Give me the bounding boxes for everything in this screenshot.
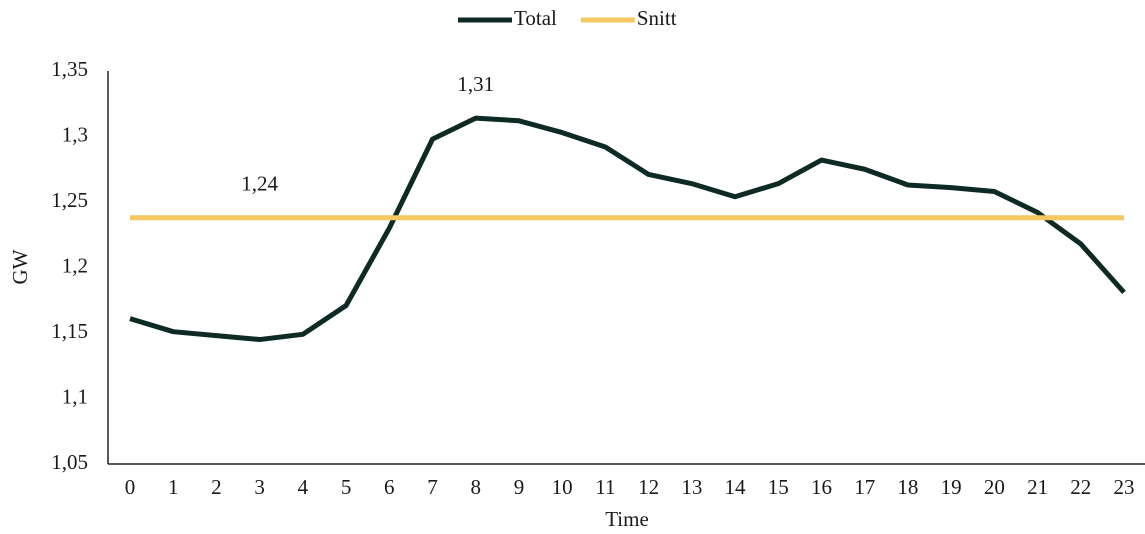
x-tick-label: 12 <box>638 475 659 499</box>
x-tick-label: 22 <box>1070 475 1091 499</box>
x-axis-title: Time <box>605 507 649 531</box>
x-tick-label: 11 <box>595 475 615 499</box>
x-tick-label: 4 <box>298 475 309 499</box>
line-series <box>129 115 1126 343</box>
x-tick-label: 19 <box>941 475 962 499</box>
data-label: 1,24 <box>241 172 278 196</box>
y-tick-label: 1,15 <box>51 319 88 343</box>
x-tick-label: 0 <box>125 475 136 499</box>
x-tick-label: 15 <box>768 475 789 499</box>
y-tick-label: 1,25 <box>51 188 88 212</box>
x-tick-label: 18 <box>897 475 918 499</box>
x-tick-label: 14 <box>725 475 747 499</box>
data-label: 1,31 <box>457 72 494 96</box>
y-axis-title: GW <box>8 249 32 284</box>
x-tick-label: 23 <box>1114 475 1135 499</box>
x-tick-label: 3 <box>254 475 265 499</box>
x-tick-label: 17 <box>854 475 875 499</box>
x-tick-label: 5 <box>341 475 352 499</box>
y-tick-label: 1,05 <box>51 450 88 474</box>
x-tick-label: 7 <box>427 475 438 499</box>
y-tick-label: 1,35 <box>51 57 88 81</box>
x-tick-label: 13 <box>681 475 702 499</box>
legend-label: Total <box>514 6 557 30</box>
x-tick-label: 9 <box>514 475 525 499</box>
x-tick-label: 1 <box>168 475 179 499</box>
x-tick-label: 2 <box>211 475 222 499</box>
x-tick-label: 16 <box>811 475 832 499</box>
y-tick-label: 1,2 <box>62 253 88 277</box>
x-tick-label: 20 <box>984 475 1005 499</box>
x-tick-label: 8 <box>470 475 481 499</box>
x-tick-label: 21 <box>1027 475 1048 499</box>
legend-label: Snitt <box>637 6 677 30</box>
y-tick-label: 1,3 <box>62 122 88 146</box>
y-tick-label: 1,1 <box>62 384 88 408</box>
x-tick-label: 10 <box>552 475 573 499</box>
x-tick-label: 6 <box>384 475 395 499</box>
